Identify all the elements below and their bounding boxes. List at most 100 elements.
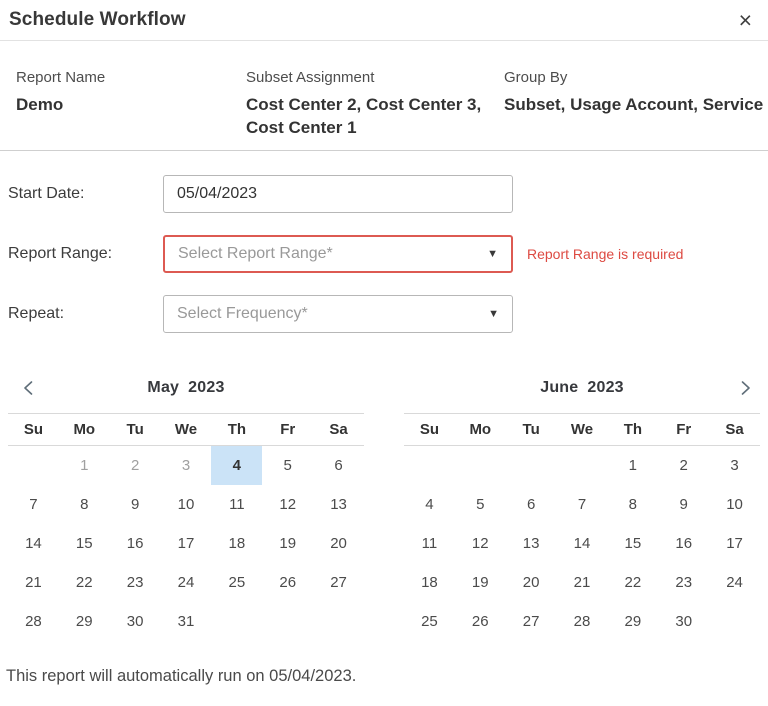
calendar-day[interactable]: 3 <box>730 456 739 474</box>
calendar-day[interactable]: 28 <box>573 612 591 630</box>
calendar-day[interactable]: 19 <box>471 573 489 591</box>
calendar-day[interactable]: 5 <box>476 495 485 513</box>
dialog-header: Schedule Workflow × <box>0 0 768 41</box>
previous-month-icon[interactable] <box>16 375 42 401</box>
calendar-day[interactable]: 5 <box>283 456 292 474</box>
calendar-day[interactable]: 10 <box>177 495 195 513</box>
calendar-day[interactable]: 18 <box>228 534 246 552</box>
calendar-day[interactable]: 13 <box>522 534 540 552</box>
weekday-label: Tu <box>126 420 144 438</box>
calendar-day[interactable]: 11 <box>421 534 438 552</box>
calendar-day[interactable]: 12 <box>471 534 489 552</box>
calendar-day[interactable]: 11 <box>229 495 245 513</box>
calendar-day[interactable]: 28 <box>25 612 42 630</box>
calendar-day-empty <box>455 446 506 485</box>
calendar-day-empty <box>8 446 59 485</box>
calendar-day[interactable]: 13 <box>330 495 347 513</box>
calendar-may: May 2023 Su Mo Tu We Th Fr Sa 1 2 3 4 5 6 7 8 9 10 11 12 1… <box>8 363 364 641</box>
calendar-day[interactable]: 30 <box>675 612 693 630</box>
calendar-day[interactable]: 20 <box>522 573 540 591</box>
report-name-label: Report Name <box>16 69 106 86</box>
calendar-day[interactable]: 19 <box>279 534 297 552</box>
report-name-column: Report Name Demo <box>0 69 246 140</box>
calendar-day[interactable]: 21 <box>25 573 42 591</box>
group-by-value: Subset, Usage Account, Service <box>504 95 764 114</box>
calendar-day[interactable]: 8 <box>80 495 89 513</box>
calendar-day[interactable]: 25 <box>228 573 246 591</box>
calendar-day[interactable]: 15 <box>75 534 93 552</box>
calendar-day[interactable]: 23 <box>675 573 693 591</box>
calendar-day[interactable]: 22 <box>624 573 642 591</box>
next-month-icon[interactable] <box>732 375 758 401</box>
calendar-day[interactable]: 17 <box>726 534 743 552</box>
calendar-day[interactable]: 17 <box>177 534 195 552</box>
calendar-day[interactable]: 8 <box>628 495 638 513</box>
schedule-workflow-dialog: Schedule Workflow × Report Name Demo Sub… <box>0 0 768 685</box>
calendar-day-empty <box>506 446 557 485</box>
report-name-value: Demo <box>16 95 64 114</box>
calendar-day[interactable]: 15 <box>624 534 642 552</box>
close-icon[interactable]: × <box>738 6 752 33</box>
calendar-day-selected[interactable]: 4 <box>211 445 263 485</box>
calendar-day[interactable]: 30 <box>126 612 144 630</box>
calendar-day[interactable]: 10 <box>726 495 743 513</box>
calendar-day[interactable]: 23 <box>126 573 144 591</box>
report-range-select[interactable]: Select Report Range* ▼ <box>163 234 513 273</box>
auto-run-note: This report will automatically run on 05… <box>6 666 357 685</box>
weekday-label: Sa <box>725 420 744 438</box>
calendar-day[interactable]: 9 <box>679 495 688 513</box>
weekday-label: We <box>174 420 198 438</box>
weekday-label: Su <box>23 420 43 438</box>
group-by-column: Group By Subset, Usage Account, Service <box>504 69 768 140</box>
weekday-header-row: Su Mo Tu We Th Fr Sa <box>8 412 364 446</box>
calendar-june: June 2023 Su Mo Tu We Th Fr Sa 1 2 3 4 5 6 7 8 9 10 11 12… <box>404 363 760 641</box>
report-range-row: Report Range: Select Report Range* ▼ Rep… <box>0 234 768 273</box>
calendar-day[interactable]: 16 <box>126 534 144 552</box>
start-date-input[interactable] <box>163 174 513 213</box>
calendar-day[interactable]: 3 <box>181 456 191 474</box>
chevron-down-icon: ▼ <box>487 247 498 260</box>
schedule-form: Start Date: Report Range: Select Report … <box>0 151 768 333</box>
calendar-day[interactable]: 29 <box>75 612 93 630</box>
calendar-day[interactable]: 18 <box>421 573 438 591</box>
calendar-day[interactable]: 29 <box>624 612 642 630</box>
calendar-day[interactable]: 27 <box>330 573 347 591</box>
calendar-day[interactable]: 2 <box>679 456 688 474</box>
calendar-day[interactable]: 16 <box>675 534 693 552</box>
calendar-day-grid: 1 2 3 4 5 6 7 8 9 10 11 12 13 14 15 16 17 18 19 20 21 22 23 24 2… <box>8 445 364 641</box>
calendar-day[interactable]: 14 <box>25 534 42 552</box>
report-info-strip: Report Name Demo Subset Assignment Cost … <box>0 41 768 151</box>
calendar-day[interactable]: 9 <box>130 495 140 513</box>
calendar-day[interactable]: 6 <box>526 495 536 513</box>
calendar-day[interactable]: 31 <box>177 612 195 630</box>
calendar-day[interactable]: 21 <box>573 573 591 591</box>
calendar-day-empty <box>709 602 760 641</box>
calendar-day[interactable]: 14 <box>573 534 591 552</box>
calendar-day[interactable]: 26 <box>471 612 489 630</box>
calendar-day[interactable]: 26 <box>279 573 297 591</box>
calendar-day[interactable]: 2 <box>130 456 140 474</box>
calendar-day[interactable]: 4 <box>425 495 434 513</box>
calendar-day-empty <box>313 602 364 641</box>
calendar-day[interactable]: 7 <box>577 495 587 513</box>
calendar-day-empty <box>262 602 313 641</box>
year-label: 2023 <box>188 378 225 396</box>
weekday-label: Th <box>227 420 247 438</box>
calendar-day[interactable]: 20 <box>330 534 347 552</box>
calendar-day[interactable]: 24 <box>726 573 743 591</box>
calendar-day[interactable]: 7 <box>29 495 38 513</box>
start-date-label: Start Date: <box>8 184 85 202</box>
calendar-day[interactable]: 27 <box>522 612 540 630</box>
calendar-june-header: June 2023 <box>404 363 760 413</box>
calendar-day[interactable]: 1 <box>80 456 89 474</box>
calendar-day[interactable]: 12 <box>279 495 297 513</box>
calendar-day[interactable]: 24 <box>177 573 195 591</box>
calendar-day[interactable]: 1 <box>628 456 638 474</box>
calendar-day[interactable]: 25 <box>421 612 438 630</box>
calendar-day[interactable]: 22 <box>75 573 93 591</box>
repeat-row: Repeat: Select Frequency* ▼ <box>0 294 768 333</box>
repeat-select[interactable]: Select Frequency* ▼ <box>163 294 513 333</box>
report-range-error: Report Range is required <box>527 245 684 262</box>
calendar-day[interactable]: 6 <box>334 456 343 474</box>
chevron-down-icon: ▼ <box>488 307 499 320</box>
